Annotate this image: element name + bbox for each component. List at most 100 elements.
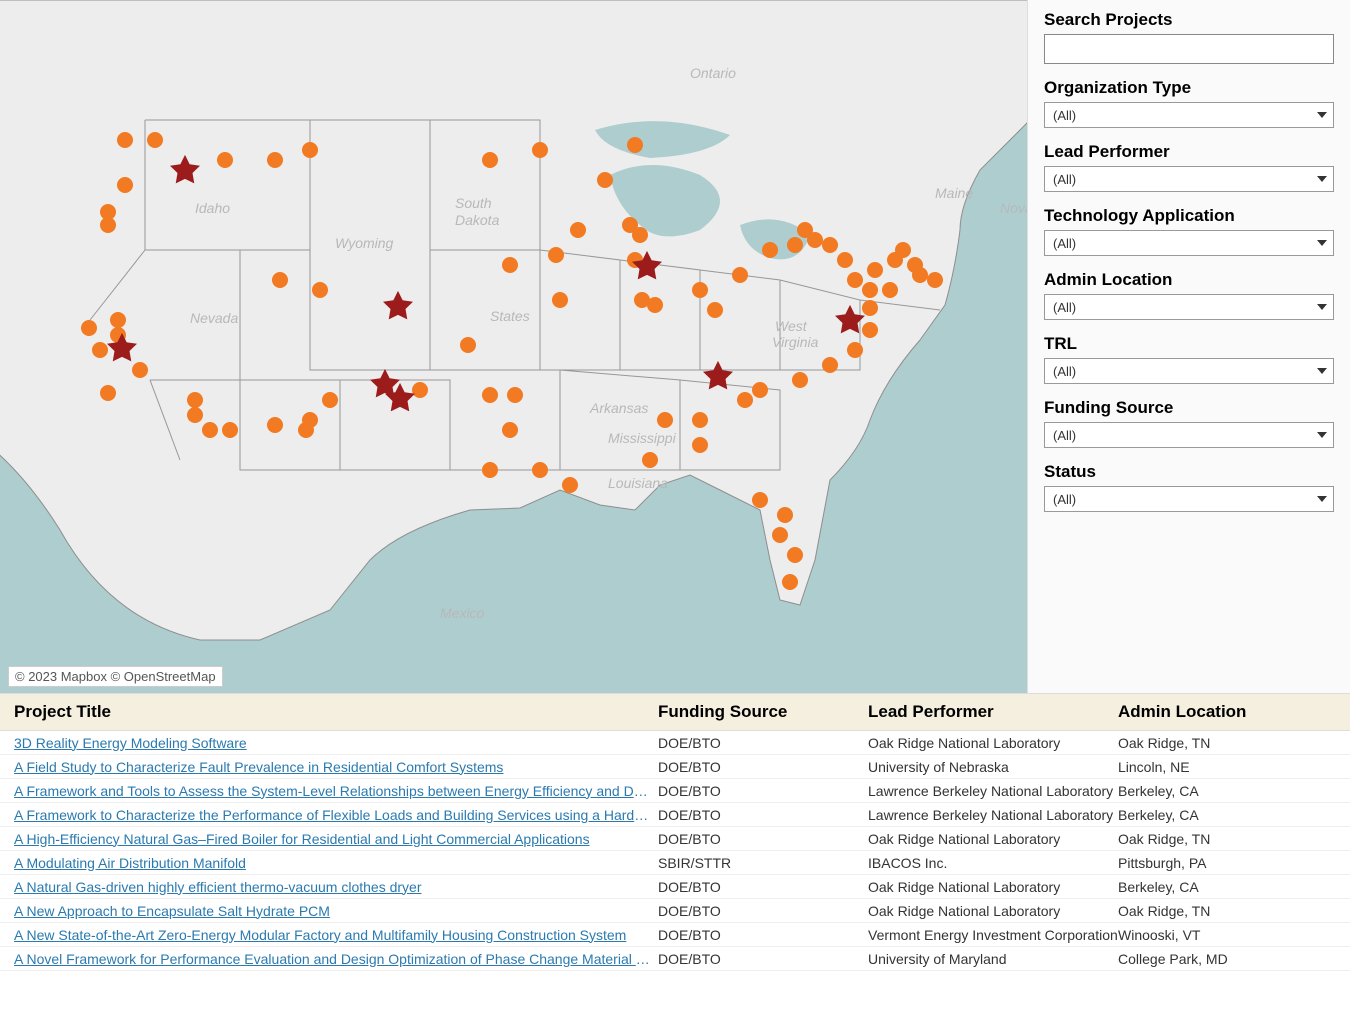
project-title-link[interactable]: 3D Reality Energy Modeling Software <box>14 735 654 751</box>
map-dot-marker[interactable] <box>322 392 338 408</box>
map-dot-marker[interactable] <box>787 547 803 563</box>
map-dot-marker[interactable] <box>482 387 498 403</box>
project-title-link[interactable]: A Modulating Air Distribution Manifold <box>14 855 654 871</box>
col-header-title[interactable]: Project Title <box>0 702 658 722</box>
col-header-fund[interactable]: Funding Source <box>658 702 868 722</box>
project-title-link[interactable]: A New State-of-the-Art Zero-Energy Modul… <box>14 927 654 943</box>
search-input[interactable] <box>1044 34 1334 64</box>
map-dot-marker[interactable] <box>507 387 523 403</box>
map-dot-marker[interactable] <box>627 137 643 153</box>
project-title-link[interactable]: A New Approach to Encapsulate Salt Hydra… <box>14 903 654 919</box>
map-dot-marker[interactable] <box>187 407 203 423</box>
filter-select-status[interactable]: (All) <box>1044 486 1334 512</box>
map-dot-marker[interactable] <box>100 385 116 401</box>
map-dot-marker[interactable] <box>302 142 318 158</box>
map-dot-marker[interactable] <box>117 132 133 148</box>
map-dot-marker[interactable] <box>692 412 708 428</box>
map-dot-marker[interactable] <box>787 237 803 253</box>
map-dot-marker[interactable] <box>707 302 723 318</box>
filter-select-fund[interactable]: (All) <box>1044 422 1334 448</box>
map-dot-marker[interactable] <box>272 272 288 288</box>
map-dot-marker[interactable] <box>312 282 328 298</box>
map-dot-marker[interactable] <box>777 507 793 523</box>
map-dot-marker[interactable] <box>752 382 768 398</box>
col-header-lead[interactable]: Lead Performer <box>868 702 1118 722</box>
map-dot-marker[interactable] <box>482 462 498 478</box>
map-dot-marker[interactable] <box>597 172 613 188</box>
map-dot-marker[interactable] <box>147 132 163 148</box>
map-dot-marker[interactable] <box>548 247 564 263</box>
map-dot-marker[interactable] <box>460 337 476 353</box>
map-dot-marker[interactable] <box>81 320 97 336</box>
map-dot-marker[interactable] <box>187 392 203 408</box>
map-dot-marker[interactable] <box>847 342 863 358</box>
map-dot-marker[interactable] <box>298 422 314 438</box>
map-dot-marker[interactable] <box>895 242 911 258</box>
map-dot-marker[interactable] <box>882 282 898 298</box>
map-dot-marker[interactable] <box>732 267 748 283</box>
map-star-marker[interactable] <box>382 380 418 416</box>
map-dot-marker[interactable] <box>847 272 863 288</box>
map-dot-marker[interactable] <box>822 357 838 373</box>
table-body[interactable]: 3D Reality Energy Modeling SoftwareDOE/B… <box>0 731 1350 1009</box>
map-dot-marker[interactable] <box>762 242 778 258</box>
project-title-link[interactable]: A High-Efficiency Natural Gas–Fired Boil… <box>14 831 654 847</box>
map-star-marker[interactable] <box>104 330 140 366</box>
map-star-marker[interactable] <box>380 288 416 324</box>
project-title-link[interactable]: A Framework and Tools to Assess the Syst… <box>14 783 654 799</box>
map-dot-marker[interactable] <box>807 232 823 248</box>
map-dot-marker[interactable] <box>867 262 883 278</box>
project-title-link[interactable]: A Field Study to Characterize Fault Prev… <box>14 759 654 775</box>
project-title-link[interactable]: A Framework to Characterize the Performa… <box>14 807 654 823</box>
filter-select-trl[interactable]: (All) <box>1044 358 1334 384</box>
map-dot-marker[interactable] <box>822 237 838 253</box>
map-dot-marker[interactable] <box>792 372 808 388</box>
chevron-down-icon <box>1317 112 1327 118</box>
map-dot-marker[interactable] <box>862 282 878 298</box>
project-title-link[interactable]: A Natural Gas-driven highly efficient th… <box>14 879 654 895</box>
map-dot-marker[interactable] <box>632 227 648 243</box>
map-dot-marker[interactable] <box>532 142 548 158</box>
map-dot-marker[interactable] <box>502 257 518 273</box>
map-dot-marker[interactable] <box>642 452 658 468</box>
map-dot-marker[interactable] <box>570 222 586 238</box>
map-dot-marker[interactable] <box>912 267 928 283</box>
map-dot-marker[interactable] <box>927 272 943 288</box>
col-header-admin[interactable]: Admin Location <box>1118 702 1350 722</box>
project-title-link[interactable]: A Novel Framework for Performance Evalua… <box>14 951 654 967</box>
map-dot-marker[interactable] <box>837 252 853 268</box>
filter-select-admin[interactable]: (All) <box>1044 294 1334 320</box>
map-dot-marker[interactable] <box>110 312 126 328</box>
map-dot-marker[interactable] <box>217 152 233 168</box>
map-star-marker[interactable] <box>167 152 203 188</box>
map-dot-marker[interactable] <box>562 477 578 493</box>
filter-select-lead[interactable]: (All) <box>1044 166 1334 192</box>
filter-select-org[interactable]: (All) <box>1044 102 1334 128</box>
map-dot-marker[interactable] <box>222 422 238 438</box>
map-dot-marker[interactable] <box>737 392 753 408</box>
map-dot-marker[interactable] <box>692 437 708 453</box>
filter-select-tech[interactable]: (All) <box>1044 230 1334 256</box>
map-dot-marker[interactable] <box>267 417 283 433</box>
map-dot-marker[interactable] <box>100 217 116 233</box>
map-dot-marker[interactable] <box>267 152 283 168</box>
map-dot-marker[interactable] <box>772 527 788 543</box>
map-dot-marker[interactable] <box>532 462 548 478</box>
map-dot-marker[interactable] <box>657 412 673 428</box>
map-panel[interactable]: OntarioIdahoWyomingSouthDakotaNevadaStat… <box>0 0 1028 693</box>
map-dot-marker[interactable] <box>647 297 663 313</box>
map-dot-marker[interactable] <box>482 152 498 168</box>
filter-label-tech: Technology Application <box>1044 206 1334 226</box>
map-star-marker[interactable] <box>700 358 736 394</box>
map-dot-marker[interactable] <box>752 492 768 508</box>
map-star-marker[interactable] <box>832 302 868 338</box>
map-dot-marker[interactable] <box>782 574 798 590</box>
map-dot-marker[interactable] <box>202 422 218 438</box>
map-dot-marker[interactable] <box>692 282 708 298</box>
cell-admin: Berkeley, CA <box>1118 783 1350 799</box>
map-dot-marker[interactable] <box>502 422 518 438</box>
table-header: Project Title Funding Source Lead Perfor… <box>0 693 1350 731</box>
map-star-marker[interactable] <box>629 248 665 284</box>
map-dot-marker[interactable] <box>552 292 568 308</box>
map-dot-marker[interactable] <box>117 177 133 193</box>
